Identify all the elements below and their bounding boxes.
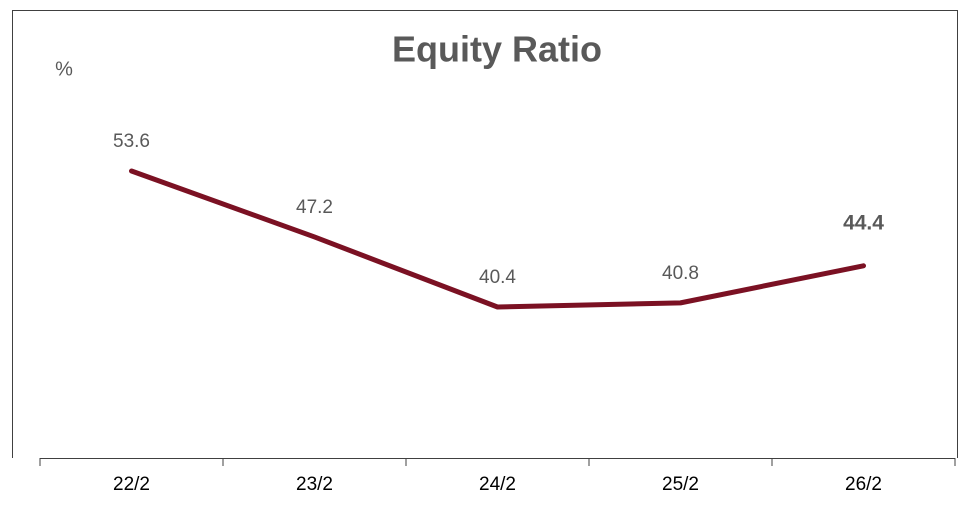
y-axis-label: %	[55, 58, 73, 80]
chart-title: Equity Ratio	[392, 29, 602, 70]
x-tick-label: 24/2	[479, 474, 516, 495]
x-tick-label: 22/2	[113, 474, 150, 495]
data-label: 44.4	[843, 211, 884, 234]
chart-frame	[12, 10, 958, 458]
data-label: 40.4	[479, 267, 516, 288]
data-label: 53.6	[113, 131, 150, 152]
line-series	[129, 168, 866, 310]
data-label: 47.2	[296, 197, 333, 218]
data-label: 40.8	[662, 263, 699, 284]
x-tick-label: 25/2	[662, 474, 699, 495]
x-tick-label: 26/2	[845, 474, 882, 495]
x-tick-label: 23/2	[296, 474, 333, 495]
